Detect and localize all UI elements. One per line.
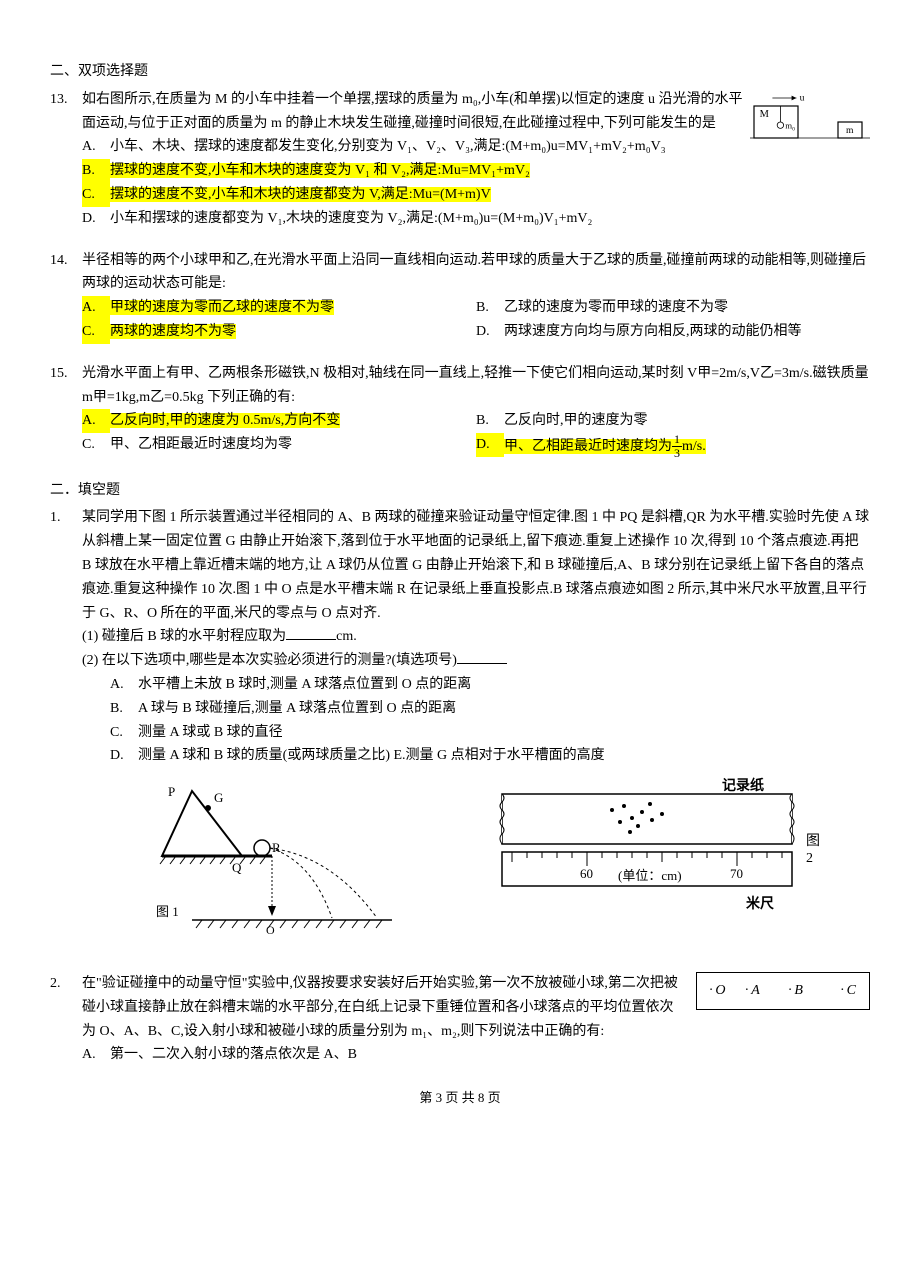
opt-text: 乙反向时,甲的速度为零	[504, 409, 870, 433]
f1-stem: 某同学用下图 1 所示装置通过半径相同的 A、B 两球的碰撞来验证动量守恒定律.…	[82, 506, 870, 625]
q13-optC: C. 摆球的速度不变,小车和木块的速度都变为 V,满足:Mu=(M+m)V	[82, 183, 870, 207]
opt-label: A.	[82, 296, 110, 320]
diag-m0: m₀	[785, 120, 795, 130]
question-14: 14. 半径相等的两个小球甲和乙,在光滑水平面上沿同一直线相向运动.若甲球的质量…	[50, 249, 870, 344]
opt-text: 两球速度方向均与原方向相反,两球的动能仍相等	[504, 320, 870, 344]
blank-input[interactable]	[457, 649, 507, 664]
opt-text: 第一、二次入射小球的落点依次是 A、B	[110, 1043, 870, 1067]
opt-label: B.	[82, 159, 110, 183]
opt-label: D.	[82, 207, 110, 231]
diag-u: u	[800, 92, 805, 103]
diag-m: m	[846, 125, 854, 136]
svg-text:Q: Q	[232, 860, 242, 875]
svg-text:60: 60	[580, 866, 593, 881]
opt-label: C.	[82, 320, 110, 344]
fill-2: 2. O A B C 在"验证碰撞中的动量守恒"实验中,仪器按要求安装好后开始实…	[50, 972, 870, 1067]
opt-text: 乙反向时,甲的速度为 0.5m/s,方向不变	[110, 413, 340, 428]
svg-text:记录纸: 记录纸	[722, 777, 764, 794]
f1-figures: P G Q R	[82, 776, 870, 936]
q13-number: 13.	[50, 88, 82, 231]
opt-text: 乙球的速度为零而甲球的速度不为零	[504, 296, 870, 320]
opt-label: C.	[82, 433, 110, 457]
q15-body: 光滑水平面上有甲、乙两根条形磁铁,N 极相对,轴线在同一直线上,轻推一下使它们相…	[82, 362, 870, 461]
opt-label: D.	[476, 320, 504, 344]
q15-stem: 光滑水平面上有甲、乙两根条形磁铁,N 极相对,轴线在同一直线上,轻推一下使它们相…	[82, 362, 870, 410]
f1-optD: D.测量 A 球和 B 球的质量(或两球质量之比) E.测量 G 点相对于水平槽…	[110, 744, 870, 768]
q15-optC: C. 甲、乙相距最近时速度均为零	[82, 433, 476, 460]
q13-optA: A. 小车、木块、摆球的速度都发生变化,分别变为 V₁、V₂、V₃,满足:(M+…	[82, 135, 744, 159]
q13-body: M m₀ u m 如右图所示,在质量为 M 的小车中挂着一个单摆,摆球的质量为 …	[82, 88, 870, 231]
f2-number: 2.	[50, 972, 82, 1067]
page-footer: 第 3 页 共 8 页	[50, 1087, 870, 1109]
svg-text:米尺: 米尺	[746, 895, 774, 912]
q14-stem: 半径相等的两个小球甲和乙,在光滑水平面上沿同一直线相向运动.若甲球的质量大于乙球…	[82, 249, 870, 297]
f2-body: O A B C 在"验证碰撞中的动量守恒"实验中,仪器按要求安装好后开始实验,第…	[82, 972, 870, 1067]
q13-optD: D. 小车和摆球的速度都变为 V₁,木块的速度变为 V₂,满足:(M+m₀)u=…	[82, 207, 870, 231]
q13-optB: B. 摆球的速度不变,小车和木块的速度变为 V₁ 和 V₂,满足:Mu=MV₁+…	[82, 159, 870, 183]
q14-optB: B. 乙球的速度为零而甲球的速度不为零	[476, 296, 870, 320]
f1-body: 某同学用下图 1 所示装置通过半径相同的 A、B 两球的碰撞来验证动量守恒定律.…	[82, 506, 870, 954]
f1-optA: A.水平槽上未放 B 球时,测量 A 球落点位置到 O 点的距离	[110, 673, 870, 697]
f1-sub1: (1) 碰撞后 B 球的水平射程应取为cm.	[82, 625, 870, 649]
opt-text: 摆球的速度不变,小车和木块的速度都变为 V,满足:Mu=(M+m)V	[110, 187, 491, 202]
f1-optB: B.A 球与 B 球碰撞后,测量 A 球落点位置到 O 点的距离	[110, 697, 870, 721]
q13-diagram: M m₀ u m	[750, 88, 870, 157]
opt-label: B.	[476, 296, 504, 320]
q14-optC: C. 两球的速度均不为零	[82, 320, 476, 344]
q15-number: 15.	[50, 362, 82, 461]
opt-label: C.	[82, 183, 110, 207]
figure-1: P G Q R	[132, 776, 392, 936]
f1-optC: C.测量 A 球或 B 球的直径	[110, 721, 870, 745]
oabc-box: O A B C	[696, 972, 870, 1010]
question-15: 15. 光滑水平面上有甲、乙两根条形磁铁,N 极相对,轴线在同一直线上,轻推一下…	[50, 362, 870, 461]
opt-label: D.	[476, 433, 504, 457]
q15-optB: B. 乙反向时,甲的速度为零	[476, 409, 870, 433]
opt-text: 小车和摆球的速度都变为 V₁,木块的速度变为 V₂,满足:(M+m₀)u=(M+…	[110, 207, 870, 231]
fig2-label: 图 2	[806, 834, 820, 868]
opt-text: 甲、乙相距最近时速度均为零	[110, 433, 476, 457]
q15-optD: D. 甲、乙相距最近时速度均为13m/s.	[476, 433, 870, 460]
opt-text: 摆球的速度不变,小车和木块的速度变为 V₁ 和 V₂,满足:Mu=MV₁+mV₂	[110, 163, 530, 178]
svg-text:(单位：cm): (单位：cm)	[618, 868, 682, 883]
section-title-fill: 二．填空题	[50, 479, 870, 503]
section-title-multi: 二、双项选择题	[50, 60, 870, 84]
q14-number: 14.	[50, 249, 82, 344]
opt-label: A.	[82, 409, 110, 433]
opt-text: 小车、木块、摆球的速度都发生变化,分别变为 V₁、V₂、V₃,满足:(M+m₀)…	[110, 135, 744, 159]
f1-sub2: (2) 在以下选项中,哪些是本次实验必须进行的测量?(填选项号)	[82, 649, 870, 673]
fill-1: 1. 某同学用下图 1 所示装置通过半径相同的 A、B 两球的碰撞来验证动量守恒…	[50, 506, 870, 954]
blank-input[interactable]	[286, 625, 336, 640]
svg-text:70: 70	[730, 866, 743, 881]
svg-text:O: O	[266, 923, 275, 936]
opt-label: A.	[82, 1043, 110, 1067]
f2-optA: A. 第一、二次入射小球的落点依次是 A、B	[82, 1043, 870, 1067]
q14-optA: A. 甲球的速度为零而乙球的速度不为零	[82, 296, 476, 320]
question-13: 13. M m₀ u m 如右图所示,在质量为 M 的小车中挂着一个单摆,摆球的…	[50, 88, 870, 231]
diag-M: M	[760, 109, 769, 120]
q14-optD: D. 两球速度方向均与原方向相反,两球的动能仍相等	[476, 320, 870, 344]
opt-text: 甲、乙相距最近时速度均为13m/s.	[504, 439, 706, 454]
figure-2: 记录纸	[492, 776, 820, 926]
svg-text:G: G	[214, 790, 223, 805]
opt-label: B.	[476, 409, 504, 433]
opt-text: 两球的速度均不为零	[110, 324, 236, 339]
f1-number: 1.	[50, 506, 82, 954]
svg-text:图 1: 图 1	[156, 904, 179, 919]
q14-body: 半径相等的两个小球甲和乙,在光滑水平面上沿同一直线相向运动.若甲球的质量大于乙球…	[82, 249, 870, 344]
q15-optA: A. 乙反向时,甲的速度为 0.5m/s,方向不变	[82, 409, 476, 433]
opt-label: A.	[82, 135, 110, 159]
svg-text:R: R	[272, 840, 281, 855]
svg-text:P: P	[168, 784, 175, 799]
opt-text: 甲球的速度为零而乙球的速度不为零	[110, 300, 334, 315]
